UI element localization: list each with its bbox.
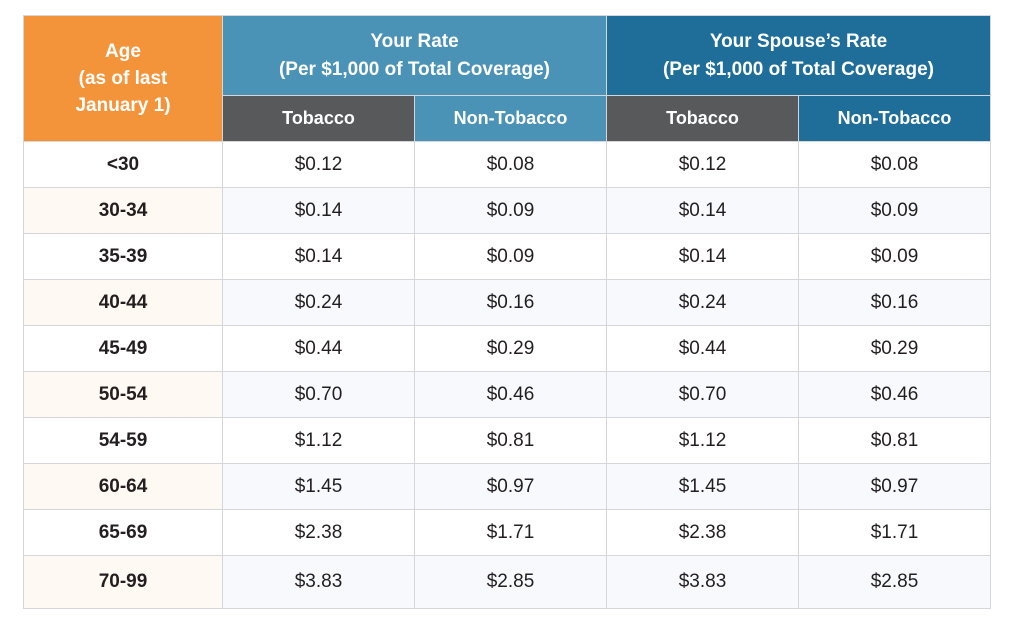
- spouse-tobacco-cell: $0.24: [606, 279, 799, 326]
- spouse-rate-header: Your Spouse’s Rate (Per $1,000 of Total …: [606, 15, 991, 96]
- table-row: 50-54 $0.70 $0.46 $0.70 $0.46: [23, 371, 991, 418]
- spouse-rate-title: Your Spouse’s Rate: [709, 30, 888, 52]
- spouse-tobacco-header: Tobacco: [606, 95, 799, 142]
- your-tobacco-cell: $1.12: [222, 417, 415, 464]
- spouse-tobacco-cell: $0.12: [606, 141, 799, 188]
- table-row: 65-69 $2.38 $1.71 $2.38 $1.71: [23, 509, 991, 556]
- your-rate-subtitle: (Per $1,000 of Total Coverage): [278, 58, 551, 80]
- spouse-non-tobacco-cell: $0.29: [798, 325, 991, 372]
- spouse-non-tobacco-cell: $0.46: [798, 371, 991, 418]
- table-row: 45-49 $0.44 $0.29 $0.44 $0.29: [23, 325, 991, 372]
- age-cell: 60-64: [23, 463, 223, 510]
- age-cell: 70-99: [23, 555, 223, 609]
- table-row: 35-39 $0.14 $0.09 $0.14 $0.09: [23, 233, 991, 280]
- your-tobacco-cell: $0.24: [222, 279, 415, 326]
- spouse-rate-subtitle: (Per $1,000 of Total Coverage): [662, 58, 935, 80]
- spouse-tobacco-cell: $1.45: [606, 463, 799, 510]
- header-sub-row: Tobacco Non-Tobacco Tobacco Non-Tobacco: [24, 95, 991, 142]
- age-cell: <30: [23, 141, 223, 188]
- spouse-non-tobacco-cell: $0.08: [798, 141, 991, 188]
- spouse-tobacco-cell: $3.83: [606, 555, 799, 609]
- your-tobacco-cell: $2.38: [222, 509, 415, 556]
- your-non-tobacco-cell: $0.09: [414, 187, 607, 234]
- your-non-tobacco-cell: $2.85: [414, 555, 607, 609]
- age-cell: 50-54: [23, 371, 223, 418]
- your-tobacco-cell: $0.14: [222, 187, 415, 234]
- spouse-tobacco-cell: $0.44: [606, 325, 799, 372]
- your-tobacco-cell: $0.12: [222, 141, 415, 188]
- rate-table: Age (as of last January 1) Your Rate (Pe…: [23, 15, 991, 609]
- table-row: 40-44 $0.24 $0.16 $0.24 $0.16: [23, 279, 991, 326]
- age-column-header: Age (as of last January 1): [23, 15, 223, 142]
- age-header-line-1: Age: [105, 41, 141, 62]
- age-cell: 65-69: [23, 509, 223, 556]
- your-rate-header: Your Rate (Per $1,000 of Total Coverage): [222, 15, 607, 96]
- age-header-line-3: January 1): [75, 95, 171, 116]
- your-tobacco-cell: $3.83: [222, 555, 415, 609]
- spouse-non-tobacco-cell: $2.85: [798, 555, 991, 609]
- table-row: 30-34 $0.14 $0.09 $0.14 $0.09: [23, 187, 991, 234]
- spouse-tobacco-cell: $0.14: [606, 187, 799, 234]
- spouse-non-tobacco-cell: $1.71: [798, 509, 991, 556]
- header-group-row: Age (as of last January 1) Your Rate (Pe…: [23, 15, 991, 142]
- age-cell: 30-34: [23, 187, 223, 234]
- spouse-non-tobacco-cell: $0.09: [798, 233, 991, 280]
- your-rate-title: Your Rate: [370, 30, 459, 52]
- your-non-tobacco-cell: $0.46: [414, 371, 607, 418]
- your-tobacco-cell: $0.44: [222, 325, 415, 372]
- spouse-non-tobacco-cell: $0.81: [798, 417, 991, 464]
- spouse-tobacco-cell: $0.14: [606, 233, 799, 280]
- spouse-non-tobacco-cell: $0.97: [798, 463, 991, 510]
- age-cell: 35-39: [23, 233, 223, 280]
- your-non-tobacco-cell: $0.81: [414, 417, 607, 464]
- age-cell: 40-44: [23, 279, 223, 326]
- spouse-tobacco-cell: $1.12: [606, 417, 799, 464]
- table-row: 70-99 $3.83 $2.85 $3.83 $2.85: [23, 555, 991, 609]
- your-non-tobacco-cell: $1.71: [414, 509, 607, 556]
- table-row: 54-59 $1.12 $0.81 $1.12 $0.81: [23, 417, 991, 464]
- your-tobacco-cell: $1.45: [222, 463, 415, 510]
- spouse-non-tobacco-header: Non-Tobacco: [798, 95, 991, 142]
- age-cell: 45-49: [23, 325, 223, 372]
- table-row: 60-64 $1.45 $0.97 $1.45 $0.97: [23, 463, 991, 510]
- spouse-non-tobacco-cell: $0.16: [798, 279, 991, 326]
- your-non-tobacco-cell: $0.08: [414, 141, 607, 188]
- your-tobacco-header: Tobacco: [222, 95, 415, 142]
- your-non-tobacco-cell: $0.09: [414, 233, 607, 280]
- your-non-tobacco-cell: $0.29: [414, 325, 607, 372]
- rate-table-body: <30 $0.12 $0.08 $0.12 $0.08 30-34 $0.14 $0.09 $0…: [23, 141, 991, 609]
- your-non-tobacco-cell: $0.16: [414, 279, 607, 326]
- spouse-non-tobacco-cell: $0.09: [798, 187, 991, 234]
- spouse-tobacco-cell: $0.70: [606, 371, 799, 418]
- your-non-tobacco-cell: $0.97: [414, 463, 607, 510]
- your-tobacco-cell: $0.14: [222, 233, 415, 280]
- age-header-line-2: (as of last: [78, 68, 168, 89]
- spouse-tobacco-cell: $2.38: [606, 509, 799, 556]
- your-tobacco-cell: $0.70: [222, 371, 415, 418]
- age-cell: 54-59: [23, 417, 223, 464]
- your-non-tobacco-header: Non-Tobacco: [414, 95, 607, 142]
- table-row: <30 $0.12 $0.08 $0.12 $0.08: [23, 141, 991, 188]
